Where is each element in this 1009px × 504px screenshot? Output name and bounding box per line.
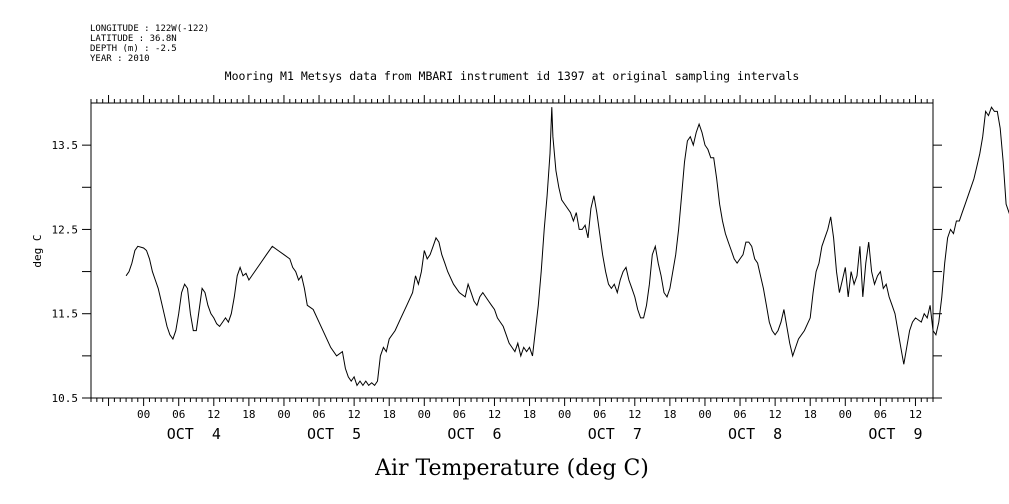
x-tick-label: 18 bbox=[242, 408, 255, 421]
x-tick-label: 06 bbox=[733, 408, 746, 421]
day-label: OCT 4 bbox=[167, 425, 221, 443]
day-label: OCT 8 bbox=[728, 425, 782, 443]
y-tick-label: 13.5 bbox=[52, 139, 79, 152]
x-tick-labels: 00 06 12 18 00 06 12 18 00 06 12 18 00 06 12 18 00 06 12 18… bbox=[137, 408, 922, 421]
x-tick-label: 06 bbox=[874, 408, 887, 421]
x-tick-label: 00 bbox=[277, 408, 290, 421]
year-label: YEAR : 2010 bbox=[90, 54, 150, 64]
depth-label: DEPTH (m) : -2.5 bbox=[90, 44, 177, 54]
x-tick-label: 12 bbox=[207, 408, 220, 421]
x-tick-label: 00 bbox=[137, 408, 150, 421]
day-label: OCT 7 bbox=[588, 425, 642, 443]
x-tick-label: 06 bbox=[312, 408, 325, 421]
axis-ticks bbox=[82, 95, 942, 406]
x-tick-label: 00 bbox=[558, 408, 571, 421]
y-axis-label: deg C bbox=[31, 234, 44, 267]
y-tick-label: 10.5 bbox=[52, 392, 79, 405]
day-label: OCT 9 bbox=[868, 425, 922, 443]
latitude-label: LATITUDE : 36.8N bbox=[90, 34, 177, 44]
x-tick-label: 12 bbox=[628, 408, 641, 421]
y-tick-label: 11.5 bbox=[52, 308, 79, 321]
x-tick-label: 00 bbox=[839, 408, 852, 421]
y-tick-labels: 10.5 11.5 12.5 13.5 bbox=[52, 139, 79, 405]
x-tick-label: 06 bbox=[593, 408, 606, 421]
x-tick-label: 00 bbox=[418, 408, 431, 421]
x-axis-label: Air Temperature (deg C) bbox=[374, 456, 649, 481]
x-tick-label: 06 bbox=[453, 408, 466, 421]
y-tick-label: 12.5 bbox=[52, 223, 79, 236]
x-tick-label: 12 bbox=[348, 408, 361, 421]
x-tick-label: 18 bbox=[383, 408, 396, 421]
day-label: OCT 6 bbox=[447, 425, 501, 443]
x-tick-label: 18 bbox=[523, 408, 536, 421]
x-tick-label: 18 bbox=[663, 408, 676, 421]
series-line bbox=[125, 106, 1009, 387]
x-tick-label: 00 bbox=[698, 408, 711, 421]
x-tick-label: 06 bbox=[172, 408, 185, 421]
x-tick-label: 18 bbox=[804, 408, 817, 421]
x-tick-label: 12 bbox=[488, 408, 501, 421]
plot-frame bbox=[90, 102, 934, 399]
day-label: OCT 5 bbox=[307, 425, 361, 443]
chart-title: Mooring M1 Metsys data from MBARI instru… bbox=[225, 69, 800, 83]
x-tick-label: 12 bbox=[909, 408, 922, 421]
longitude-label: LONGITUDE : 122W(-122) bbox=[90, 24, 209, 34]
x-tick-label: 12 bbox=[769, 408, 782, 421]
